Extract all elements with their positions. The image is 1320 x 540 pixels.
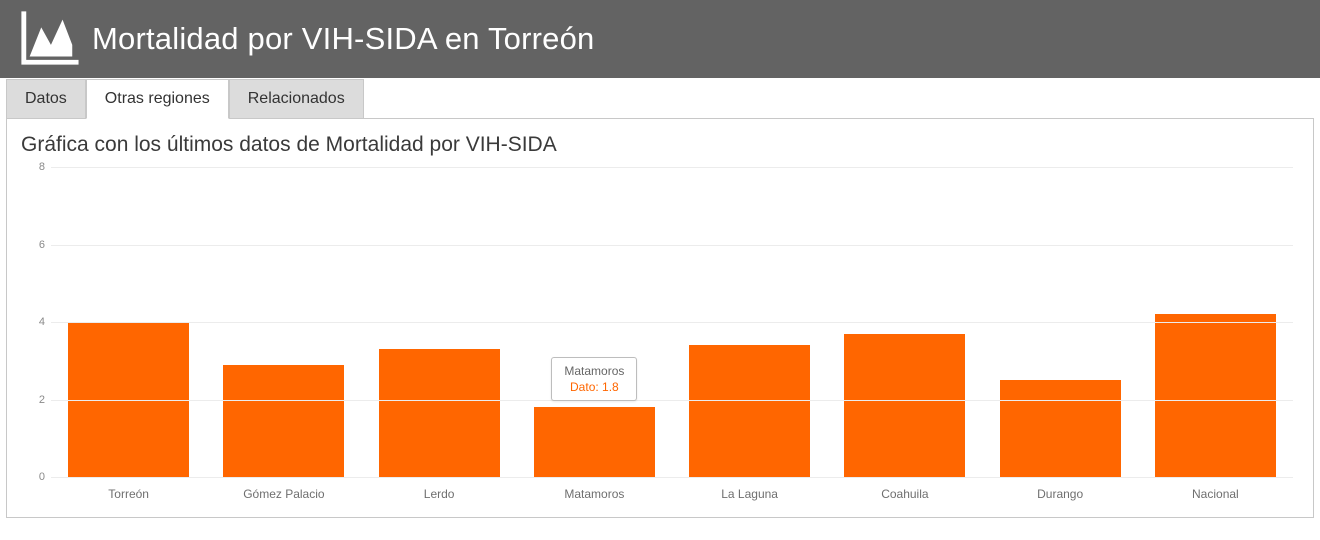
gridline: [51, 167, 1293, 168]
y-tick-label: 2: [27, 394, 45, 406]
gridline: [51, 400, 1293, 401]
plot-area: [51, 167, 1293, 477]
x-label: Coahuila: [827, 479, 982, 517]
y-tick-label: 4: [27, 316, 45, 328]
tab-datos[interactable]: Datos: [6, 79, 86, 119]
x-axis-labels: TorreónGómez PalacioLerdoMatamorosLa Lag…: [51, 479, 1293, 517]
bar-durango[interactable]: [1000, 380, 1121, 477]
bar-matamoros[interactable]: [534, 407, 655, 477]
x-label: La Laguna: [672, 479, 827, 517]
y-tick-label: 6: [27, 239, 45, 251]
bar-gómez-palacio[interactable]: [223, 365, 344, 477]
bar-coahuila[interactable]: [844, 334, 965, 477]
page-header: Mortalidad por VIH-SIDA en Torreón: [0, 0, 1320, 78]
bar-la-laguna[interactable]: [689, 345, 810, 477]
x-label: Matamoros: [517, 479, 672, 517]
gridline: [51, 245, 1293, 246]
area-chart-icon: [18, 8, 80, 70]
x-label: Durango: [983, 479, 1138, 517]
x-label: Gómez Palacio: [206, 479, 361, 517]
tab-relacionados[interactable]: Relacionados: [229, 79, 364, 119]
chart-title: Gráfica con los últimos datos de Mortali…: [21, 133, 1299, 157]
x-label: Torreón: [51, 479, 206, 517]
y-tick-label: 8: [27, 161, 45, 173]
chart-panel: Gráfica con los últimos datos de Mortali…: [6, 118, 1314, 518]
x-label: Nacional: [1138, 479, 1293, 517]
x-label: Lerdo: [362, 479, 517, 517]
bar-lerdo[interactable]: [379, 349, 500, 477]
tab-bar: DatosOtras regionesRelacionados: [0, 78, 1320, 118]
y-tick-label: 0: [27, 471, 45, 483]
mortality-bar-chart: TorreónGómez PalacioLerdoMatamorosLa Lag…: [21, 167, 1299, 517]
page-title: Mortalidad por VIH-SIDA en Torreón: [92, 21, 594, 57]
tab-otras-regiones[interactable]: Otras regiones: [86, 79, 229, 119]
gridline: [51, 322, 1293, 323]
bar-nacional[interactable]: [1155, 314, 1276, 477]
gridline: [51, 477, 1293, 478]
